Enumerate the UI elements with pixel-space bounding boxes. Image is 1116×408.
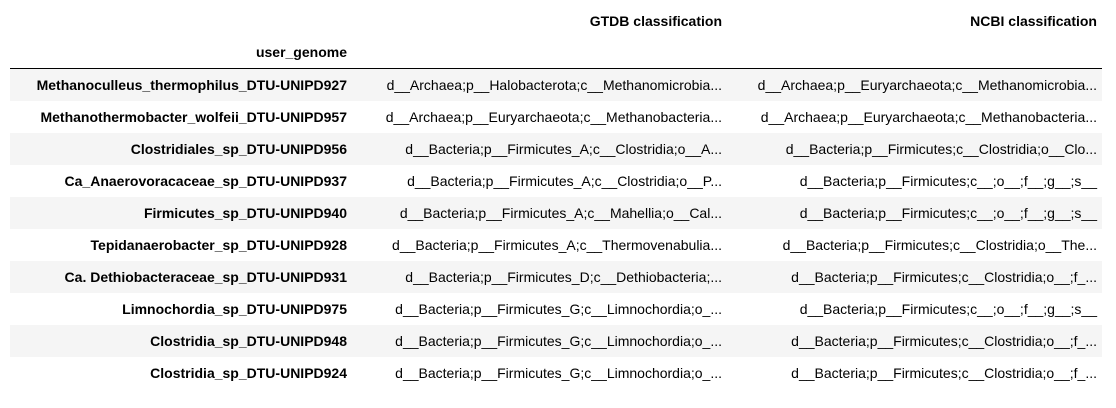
- ncbi-cell: d__Bacteria;p__Firmicutes;c__;o__;f__;g_…: [799, 172, 1097, 189]
- ncbi-cell: d__Bacteria;p__Firmicutes;c__;o__;f__;g_…: [799, 204, 1097, 221]
- gtdb-cell: d__Bacteria;p__Firmicutes_A;c__Clostridi…: [405, 140, 722, 157]
- ncbi-cell: d__Bacteria;p__Firmicutes;c__Clostridia;…: [791, 364, 1097, 381]
- row-index-cell: Methanothermobacter_wolfeii_DTU-UNIPD957: [40, 108, 347, 125]
- column-header-gtdb: GTDB classification: [589, 13, 722, 29]
- table-body: Methanoculleus_thermophilus_DTU-UNIPD927…: [10, 68, 1102, 389]
- gtdb-cell: d__Bacteria;p__Firmicutes_G;c__Limnochor…: [395, 300, 722, 317]
- classification-table: GTDB classification NCBI classification …: [10, 6, 1102, 389]
- row-index-cell: Clostridia_sp_DTU-UNIPD924: [150, 364, 347, 381]
- index-header-spacer: [727, 36, 1102, 69]
- column-header-ncbi: NCBI classification: [970, 13, 1097, 29]
- row-index-cell: Ca. Dethiobacteraceae_sp_DTU-UNIPD931: [64, 268, 347, 285]
- table-row: Limnochordia_sp_DTU-UNIPD975 d__Bacteria…: [10, 293, 1102, 325]
- table-row: Clostridia_sp_DTU-UNIPD948 d__Bacteria;p…: [10, 324, 1102, 357]
- row-index-cell: Clostridia_sp_DTU-UNIPD948: [150, 332, 347, 349]
- ncbi-cell: d__Bacteria;p__Firmicutes;c__;o__;f__;g_…: [799, 300, 1097, 317]
- index-name-header: user_genome: [255, 44, 347, 60]
- gtdb-cell: d__Bacteria;p__Firmicutes_A;c__Mahellia;…: [399, 204, 722, 221]
- table-row: Firmicutes_sp_DTU-UNIPD940 d__Bacteria;p…: [10, 196, 1102, 229]
- gtdb-cell: d__Bacteria;p__Firmicutes_D;c__Dethiobac…: [405, 268, 722, 285]
- gtdb-cell: d__Bacteria;p__Firmicutes_G;c__Limnochor…: [395, 364, 722, 381]
- gtdb-cell: d__Bacteria;p__Firmicutes_G;c__Limnochor…: [395, 332, 722, 349]
- table-header: GTDB classification NCBI classification …: [10, 6, 1102, 69]
- row-index-cell: Firmicutes_sp_DTU-UNIPD940: [143, 204, 347, 221]
- table-row: Clostridiales_sp_DTU-UNIPD956 d__Bacteri…: [10, 132, 1102, 165]
- column-header-row: GTDB classification NCBI classification: [10, 6, 1102, 36]
- ncbi-cell: d__Bacteria;p__Firmicutes;c__Clostridia;…: [782, 236, 1097, 253]
- gtdb-cell: d__Archaea;p__Euryarchaeota;c__Methanoba…: [385, 108, 722, 125]
- ncbi-cell: d__Archaea;p__Euryarchaeota;c__Methanoba…: [760, 108, 1097, 125]
- ncbi-cell: d__Bacteria;p__Firmicutes;c__Clostridia;…: [791, 268, 1097, 285]
- row-index-cell: Methanoculleus_thermophilus_DTU-UNIPD927: [36, 76, 347, 93]
- row-index-cell: Clostridiales_sp_DTU-UNIPD956: [130, 140, 347, 157]
- row-index-cell: Tepidanaerobacter_sp_DTU-UNIPD928: [90, 236, 347, 253]
- ncbi-cell: d__Bacteria;p__Firmicutes;c__Clostridia;…: [785, 140, 1097, 157]
- table-row: Methanothermobacter_wolfeii_DTU-UNIPD957…: [10, 101, 1102, 133]
- table-row: Tepidanaerobacter_sp_DTU-UNIPD928 d__Bac…: [10, 229, 1102, 261]
- index-header-spacer: [352, 36, 727, 69]
- row-index-cell: Limnochordia_sp_DTU-UNIPD975: [122, 300, 347, 317]
- index-header-row: user_genome: [10, 36, 1102, 69]
- row-index-cell: Ca_Anaerovoracaceae_sp_DTU-UNIPD937: [64, 172, 347, 189]
- ncbi-cell: d__Bacteria;p__Firmicutes;c__Clostridia;…: [791, 332, 1097, 349]
- table-row: Ca_Anaerovoracaceae_sp_DTU-UNIPD937 d__B…: [10, 165, 1102, 197]
- index-corner-cell: [10, 6, 352, 36]
- gtdb-cell: d__Bacteria;p__Firmicutes_A;c__Thermoven…: [392, 236, 722, 253]
- ncbi-cell: d__Archaea;p__Euryarchaeota;c__Methanomi…: [757, 76, 1097, 93]
- table-row: Ca. Dethiobacteraceae_sp_DTU-UNIPD931 d_…: [10, 260, 1102, 293]
- table-row: Methanoculleus_thermophilus_DTU-UNIPD927…: [10, 68, 1102, 101]
- table-row: Clostridia_sp_DTU-UNIPD924 d__Bacteria;p…: [10, 357, 1102, 389]
- gtdb-cell: d__Bacteria;p__Firmicutes_A;c__Clostridi…: [407, 172, 722, 189]
- gtdb-cell: d__Archaea;p__Halobacterota;c__Methanomi…: [386, 76, 722, 93]
